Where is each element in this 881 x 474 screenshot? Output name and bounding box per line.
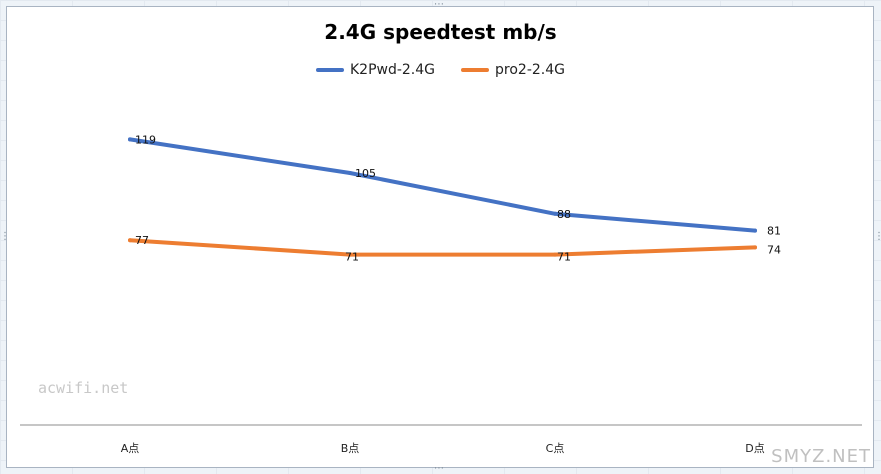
data-point-series-2 (553, 252, 557, 257)
x-tick-label: C点 (546, 442, 565, 455)
data-label-series-2: 71 (557, 251, 571, 264)
legend-swatch-series-2 (461, 68, 490, 72)
resize-handle-bottom[interactable]: ⋯ (434, 463, 444, 474)
watermark-acwifi: acwifi.net (38, 379, 129, 397)
x-tick-label: A点 (121, 442, 140, 455)
data-point-series-2 (753, 245, 757, 250)
data-label-series-1: 88 (557, 208, 571, 221)
data-point-series-1 (753, 228, 757, 233)
legend-label-series-2: pro2-2.4G (495, 62, 566, 78)
data-label-series-2: 71 (345, 251, 359, 264)
data-point-series-2 (348, 252, 352, 257)
resize-handle-top[interactable]: ⋯ (434, 0, 444, 10)
legend-entry-series-1: K2Pwd-2.4G (315, 62, 436, 78)
legend-swatch-series-1 (315, 68, 344, 72)
resize-handle-right[interactable]: ⋮ (874, 231, 881, 242)
series-line-1 (128, 137, 757, 233)
data-label-series-1: 81 (767, 225, 781, 238)
data-point-series-1 (128, 137, 132, 142)
data-point-series-1 (348, 171, 352, 175)
chart-area[interactable] (6, 6, 874, 468)
x-tick-label: D点 (745, 442, 764, 455)
legend-entry-series-2: pro2-2.4G (461, 62, 565, 78)
series-line-2 (128, 238, 757, 257)
legend-label-series-1: K2Pwd-2.4G (349, 62, 436, 78)
data-point-series-2 (128, 238, 132, 243)
data-point-series-1 (553, 211, 557, 216)
resize-handle-left[interactable]: ⋮ (0, 231, 10, 242)
chart-legend: K2Pwd-2.4G pro2-2.4G (0, 62, 881, 78)
x-tick-label: B点 (341, 442, 360, 455)
data-label-series-1: 105 (355, 167, 376, 180)
data-label-series-1: 119 (135, 133, 156, 146)
chart-title: 2.4G speedtest mb/s (324, 20, 557, 44)
data-label-series-2: 77 (135, 234, 149, 247)
data-label-series-2: 74 (767, 243, 781, 256)
watermark-smyz: SMYZ.NET (771, 446, 871, 467)
